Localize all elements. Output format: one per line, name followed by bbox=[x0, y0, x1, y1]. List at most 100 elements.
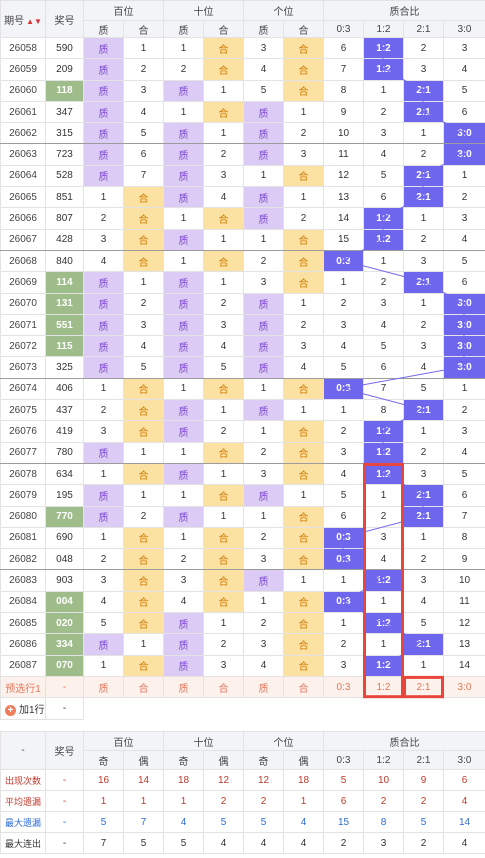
tens-zhi-cell: 质 bbox=[163, 122, 204, 145]
ratio-cell: 6 bbox=[363, 186, 404, 209]
add-row-button[interactable]: + 加1行 bbox=[0, 697, 46, 720]
issue-cell: 26058 bbox=[0, 36, 46, 60]
stats-value: 4 bbox=[163, 811, 204, 833]
ratio-cell: 4 bbox=[363, 548, 404, 571]
tens-zhi-cell: 质 bbox=[163, 143, 204, 166]
prediction-label[interactable]: 预选行1 bbox=[0, 675, 46, 699]
issue-cell: 26087 bbox=[0, 654, 46, 677]
ratio-cell: 2 bbox=[443, 399, 485, 422]
prize-cell: 419 bbox=[45, 420, 84, 443]
table-row: 26068 840 4 合 1 合 2 合 0:3 1 3 5 bbox=[0, 249, 485, 273]
plus-icon[interactable]: + bbox=[5, 704, 16, 716]
hundreds-zhi-cell: 质 bbox=[83, 335, 124, 358]
hundreds-he-cell: 合 bbox=[123, 654, 164, 677]
ratio-cell: 2 bbox=[363, 271, 404, 294]
units-he-cell: 合 bbox=[283, 654, 324, 677]
stats-value: 14 bbox=[123, 769, 164, 791]
units-zhi-cell: 3 bbox=[243, 36, 284, 60]
table-row: 26066 807 2 合 1 合质 2 14 1:2 1 3 bbox=[0, 207, 485, 230]
tens-he-cell: 合 bbox=[203, 484, 244, 507]
stats-label: 最大连出 bbox=[0, 832, 46, 854]
tens-he-cell: 1 bbox=[203, 271, 244, 294]
stats-label: 最大遗漏 bbox=[0, 811, 46, 833]
ratio-cell: 3 bbox=[403, 335, 444, 358]
units-zhi-cell: 质 bbox=[243, 186, 284, 209]
ratio-cell: 6 bbox=[443, 484, 485, 507]
issue-cell: 26060 bbox=[0, 79, 46, 102]
hundreds-zhi-cell: 5 bbox=[83, 612, 124, 635]
hundreds-he-cell: 2 bbox=[123, 58, 164, 81]
ratio-cell: 1 bbox=[443, 164, 485, 188]
ratio-cell: 1 bbox=[403, 122, 444, 145]
prediction-ratio[interactable]: 2:1 bbox=[403, 675, 444, 699]
ratio-cell: 0:3 bbox=[323, 548, 364, 571]
stats-ratio-subheader: 0:3 bbox=[323, 750, 364, 770]
prediction-cell[interactable]: 合 bbox=[123, 675, 164, 699]
hundreds-he-cell: 合 bbox=[123, 228, 164, 251]
ratio-cell: 11 bbox=[443, 590, 485, 614]
prediction-cell[interactable]: 质 bbox=[83, 675, 124, 699]
table-row: 26081 690 1 合 1 合 2 合 0:3 3 1 8 bbox=[0, 526, 485, 550]
prediction-cell[interactable]: 质 bbox=[243, 675, 284, 699]
hundreds-zhi-cell: 2 bbox=[83, 548, 124, 571]
hundreds-zhi-cell: 质 bbox=[83, 484, 124, 507]
stats-prize-header: 奖号 bbox=[45, 731, 84, 770]
ratio-cell: 4 bbox=[403, 356, 444, 379]
prediction-cell[interactable]: 合 bbox=[283, 675, 324, 699]
prediction-ratio[interactable]: 0:3 bbox=[323, 675, 364, 699]
issue-cell: 26072 bbox=[0, 335, 46, 358]
hundreds-zhi-cell: 1 bbox=[83, 186, 124, 209]
prediction-ratio[interactable]: 1:2 bbox=[363, 675, 404, 699]
tens-zhi-cell: 1 bbox=[163, 100, 204, 124]
he-subheader: 合 bbox=[283, 20, 324, 38]
ratio-cell: 0:3 bbox=[323, 526, 364, 550]
tens-zhi-cell: 质 bbox=[163, 292, 204, 315]
stats-value: 16 bbox=[83, 769, 124, 791]
ratio-cell: 3 bbox=[363, 122, 404, 145]
add-row: + 加1行 - bbox=[0, 697, 485, 720]
prediction-cell[interactable]: 合 bbox=[203, 675, 244, 699]
stats-label: 平均遗漏 bbox=[0, 790, 46, 812]
issue-header[interactable]: 期号 ▲▼ bbox=[0, 0, 46, 38]
ratio-cell: 1 bbox=[323, 399, 364, 422]
odd-subheader: 奇 bbox=[243, 750, 284, 770]
ratio-cell: 2 bbox=[403, 36, 444, 60]
ratio-cell: 5 bbox=[363, 164, 404, 188]
table-row: 26075 437 2 合质 1 质 1 1 8 2:1 2 bbox=[0, 399, 485, 422]
he-subheader: 合 bbox=[203, 20, 244, 38]
ratio-cell: 1:2 bbox=[363, 612, 404, 635]
ratio-cell: 2:1 bbox=[403, 100, 444, 124]
units-zhi-cell: 质 bbox=[243, 399, 284, 422]
units-zhi-cell: 3 bbox=[243, 462, 284, 486]
ratio-cell: 10 bbox=[443, 569, 485, 592]
units-zhi-cell: 质 bbox=[243, 292, 284, 315]
hundreds-zhi-cell: 质 bbox=[83, 271, 124, 294]
prediction-ratio[interactable]: 3:0 bbox=[443, 675, 485, 699]
units-he-cell: 合 bbox=[283, 58, 324, 81]
add-row-label[interactable]: 加1行 bbox=[19, 704, 45, 716]
sort-icon[interactable]: ▲▼ bbox=[26, 16, 42, 26]
ratio-cell: 1 bbox=[403, 526, 444, 550]
ratio-cell: 3 bbox=[363, 526, 404, 550]
prize-cell: 131 bbox=[45, 292, 84, 315]
tens-zhi-cell: 1 bbox=[163, 249, 204, 273]
ratio-cell: 1 bbox=[403, 654, 444, 677]
units-he-cell: 合 bbox=[283, 548, 324, 571]
ratio-cell: 4 bbox=[363, 143, 404, 166]
prediction-row[interactable]: 预选行1 - 质 合 质 合 质 合 0:3 1:2 2:1 3:0 bbox=[0, 675, 485, 699]
ratio-cell: 1:2 bbox=[363, 58, 404, 81]
prediction-cell[interactable]: 质 bbox=[163, 675, 204, 699]
hundreds-zhi-cell: 质 bbox=[83, 122, 124, 145]
hundreds-zhi-cell: 1 bbox=[83, 526, 124, 550]
zhi-subheader: 质 bbox=[83, 20, 124, 38]
ratio-cell: 7 bbox=[443, 505, 485, 528]
ratio-cell: 3:0 bbox=[443, 143, 485, 166]
prize-cell: 780 bbox=[45, 441, 84, 464]
issue-cell: 26079 bbox=[0, 484, 46, 507]
tens-zhi-cell: 1 bbox=[163, 207, 204, 230]
issue-cell: 26068 bbox=[0, 249, 46, 273]
ratio-subheader: 2:1 bbox=[403, 20, 444, 38]
units-he-cell: 合 bbox=[283, 612, 324, 635]
tens-he-cell: 1 bbox=[203, 79, 244, 102]
ratio-cell: 5 bbox=[403, 377, 444, 401]
